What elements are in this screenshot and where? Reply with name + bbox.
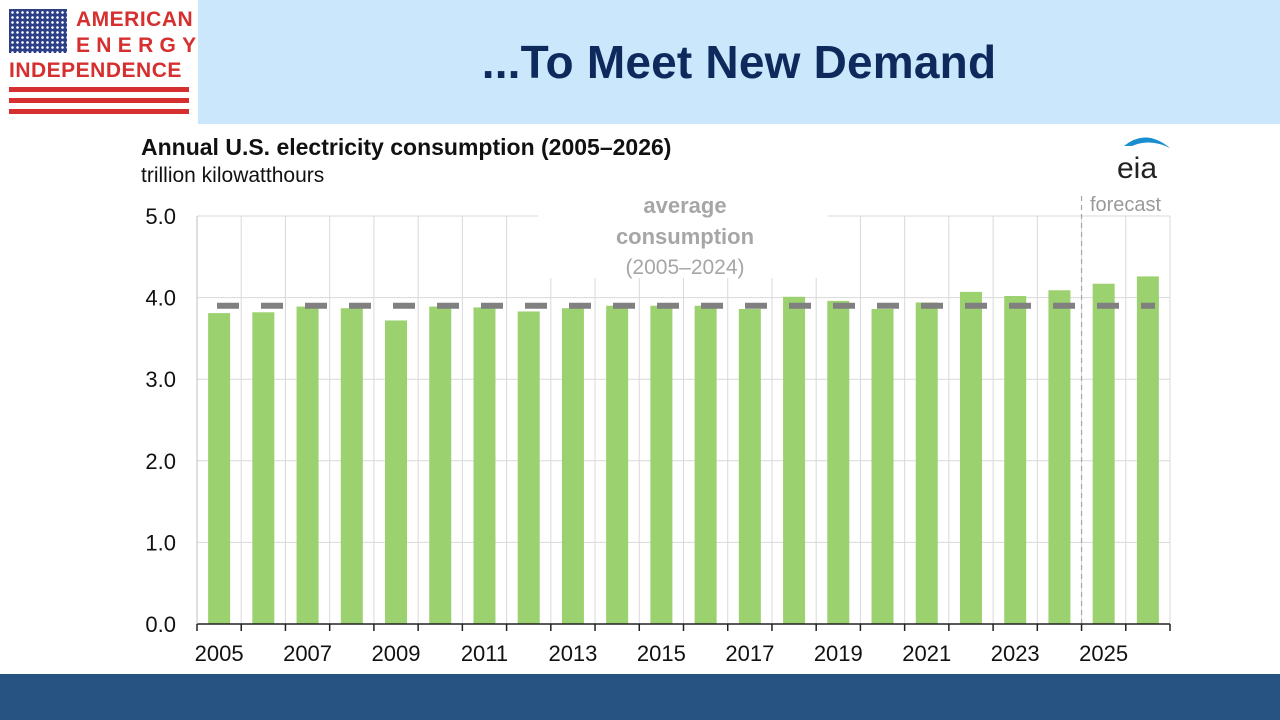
logo-stripe	[9, 87, 189, 92]
bar-2022	[959, 291, 982, 624]
chart-subtitle: trillion kilowatthours	[141, 164, 325, 187]
bar-2011	[473, 307, 496, 624]
x-tick-label: 2025	[1079, 641, 1128, 666]
x-tick-label: 2015	[637, 641, 686, 666]
average-label-line3: (2005–2024)	[625, 256, 744, 279]
bar-2008	[340, 308, 363, 624]
bar-2014	[606, 305, 629, 624]
x-tick-label: 2019	[814, 641, 863, 666]
logo-stripe	[9, 98, 189, 103]
brand-logo: AMERICAN ENERGY INDEPENDENCE	[0, 0, 198, 124]
y-tick-label: 2.0	[145, 449, 176, 474]
bar-2007	[296, 306, 319, 624]
bar-2005	[208, 313, 231, 624]
x-tick-label: 2013	[548, 641, 597, 666]
us-flag-icon	[9, 9, 67, 53]
bar-2025	[1092, 283, 1115, 624]
slide-title: ...To Meet New Demand	[481, 36, 997, 88]
y-tick-label: 3.0	[145, 367, 176, 392]
bar-2006	[252, 312, 275, 624]
x-tick-label: 2005	[195, 641, 244, 666]
bar-2018	[783, 296, 806, 624]
x-tick-label: 2017	[725, 641, 774, 666]
bar-2019	[827, 300, 850, 624]
average-label-line1: average	[643, 193, 726, 218]
logo-line-energy: ENERGY	[76, 34, 203, 57]
bar-2015	[650, 305, 673, 624]
bar-2017	[738, 309, 761, 624]
bar-2021	[915, 302, 938, 624]
logo-line-independence: INDEPENDENCE	[9, 59, 182, 82]
bar-2016	[694, 305, 717, 624]
x-tick-label: 2011	[461, 641, 508, 666]
bar-2010	[429, 306, 452, 624]
eia-logo-icon: eia	[1117, 137, 1170, 184]
title-banner: ...To Meet New Demand	[198, 0, 1280, 124]
bar-2023	[1004, 295, 1027, 624]
chart-title: Annual U.S. electricity consumption (200…	[141, 134, 672, 160]
bar-2012	[517, 311, 540, 624]
y-tick-label: 0.0	[145, 612, 176, 637]
y-tick-label: 1.0	[145, 530, 176, 555]
average-label-line2: consumption	[616, 224, 754, 249]
forecast-label: forecast	[1090, 194, 1162, 216]
bar-2020	[871, 309, 894, 624]
eia-logo-text: eia	[1117, 152, 1157, 184]
logo-stripe	[9, 109, 189, 114]
x-tick-label: 2009	[372, 641, 421, 666]
bar-2009	[385, 320, 408, 624]
x-tick-label: 2023	[991, 641, 1040, 666]
bar-2013	[561, 308, 584, 624]
x-tick-label: 2021	[902, 641, 951, 666]
bar-2026	[1136, 276, 1159, 624]
footer-bar	[0, 674, 1280, 720]
logo-line-american: AMERICAN	[76, 8, 194, 31]
y-tick-label: 5.0	[145, 204, 176, 229]
x-tick-label: 2007	[283, 641, 332, 666]
y-tick-label: 4.0	[145, 286, 176, 311]
average-label-backing	[538, 186, 828, 278]
bar-2024	[1048, 290, 1071, 624]
